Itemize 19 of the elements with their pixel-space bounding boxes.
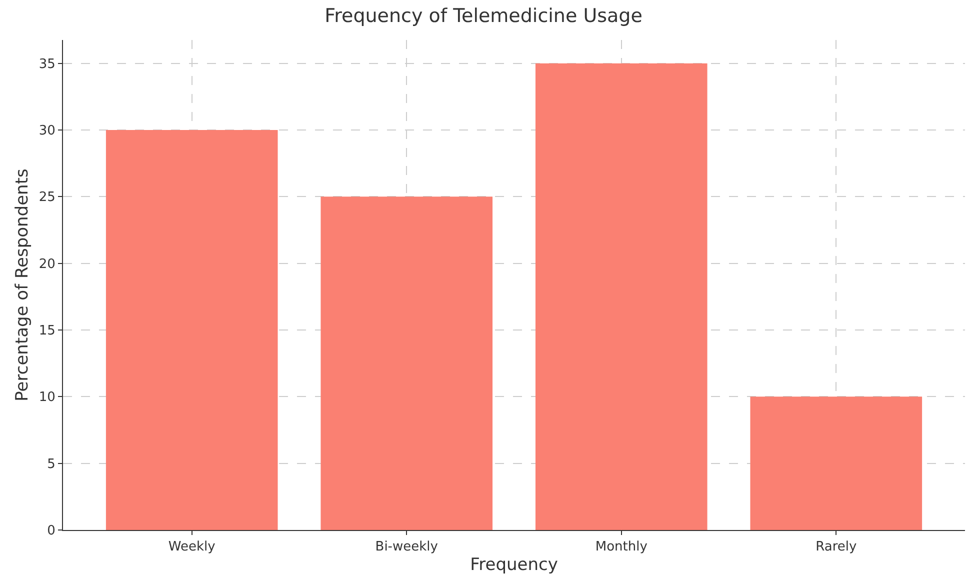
y-tick-label: 30 [38, 124, 56, 139]
bar [535, 63, 708, 530]
y-tick-label: 20 [38, 256, 56, 272]
x-tick-label: Weekly [168, 540, 216, 555]
y-tick-label: 5 [47, 456, 56, 472]
x-tick-label: Bi-weekly [375, 540, 438, 555]
chart-title: Frequency of Telemedicine Usage [324, 4, 642, 27]
y-tick-label: 35 [38, 56, 56, 72]
bar [750, 396, 922, 530]
bar [320, 196, 493, 530]
x-tick-label: Rarely [816, 540, 857, 555]
y-tick-label: 0 [47, 524, 56, 539]
x-axis-title: Frequency [470, 555, 558, 575]
bar [106, 130, 278, 530]
y-tick-label: 25 [38, 190, 56, 206]
y-tick-label: 15 [38, 324, 56, 339]
y-tick-label: 10 [38, 390, 56, 406]
y-axis-title: Percentage of Respondents [12, 168, 32, 402]
x-tick-label: Monthly [595, 540, 648, 555]
